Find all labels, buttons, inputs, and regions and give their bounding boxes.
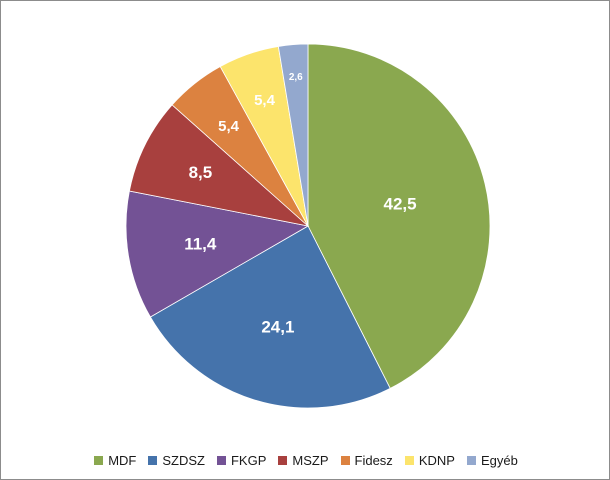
legend-label-egyéb: Egyéb [480,453,518,468]
data-label-szdsz: 24,1 [261,318,294,337]
legend-label-fkgp: FKGP [230,453,267,468]
pie-slice-szdsz [149,225,391,409]
data-label-mszp: 8,5 [189,163,213,182]
legend-swatch-mszp [278,456,288,465]
legend-item-fidesz: Fidesz [340,453,393,468]
legend-label-mdf: MDF [108,453,137,468]
legend-swatch-mdf [94,456,104,465]
pie-slice-fkgp [125,190,310,318]
legend-swatch-fidesz [340,456,350,465]
legend-item-szdsz: SZDSZ [148,453,205,468]
pie-chart: 42,5 24,1 11,4 8,5 5,4 5,4 2,6 [125,43,491,409]
legend-item-egyéb: Egyéb [466,453,518,468]
legend-item-kdnp: KDNP [404,453,455,468]
data-label-mdf: 42,5 [384,195,417,214]
data-label-kdnp: 5,4 [254,92,276,109]
legend-swatch-szdsz [148,456,158,465]
legend-label-kdnp: KDNP [418,453,455,468]
legend-item-fkgp: FKGP [216,453,267,468]
legend-item-mszp: MSZP [278,453,329,468]
legend-swatch-egyéb [466,456,476,465]
legend: MDF SZDSZ FKGP MSZP Fidesz KDNP Egyéb [1,453,610,468]
legend-swatch-fkgp [216,456,226,465]
legend-swatch-kdnp [404,456,414,465]
pie-slice-mdf [307,43,491,389]
data-label-egyéb: 2,6 [289,72,303,83]
pie-slice-egyéb [277,43,309,227]
legend-label-szdsz: SZDSZ [162,453,205,468]
pie-slice-mszp [128,104,310,227]
legend-label-fidesz: Fidesz [354,453,393,468]
legend-item-mdf: MDF [94,453,136,468]
data-label-fidesz: 5,4 [218,118,240,135]
data-label-fkgp: 11,4 [184,234,217,253]
legend-label-mszp: MSZP [292,453,329,468]
